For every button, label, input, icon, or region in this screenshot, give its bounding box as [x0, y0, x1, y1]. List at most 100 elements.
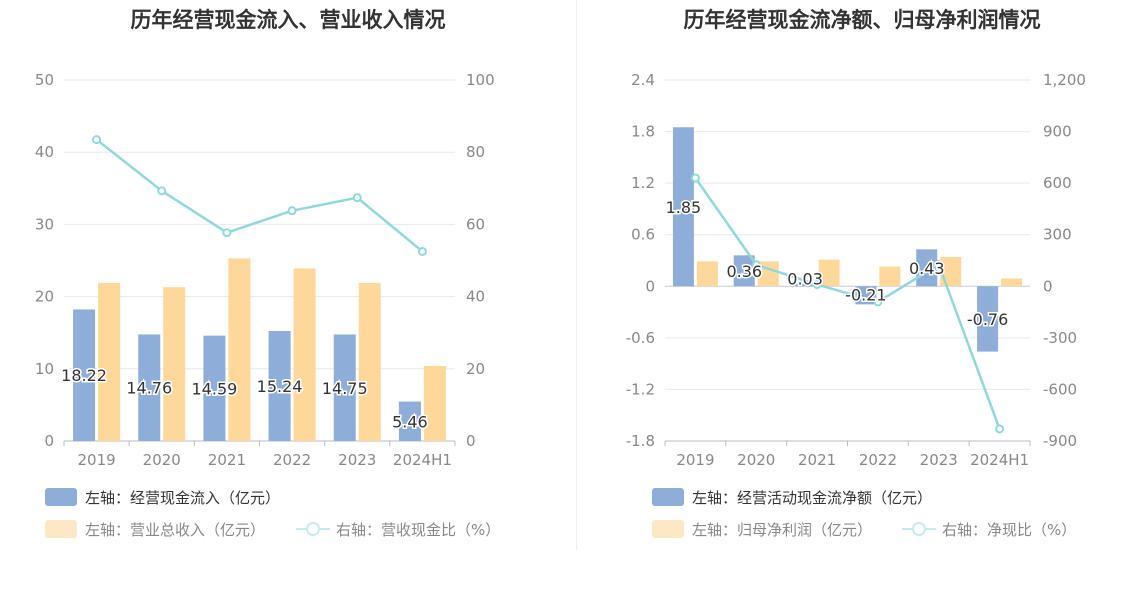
left-bar-series2 [423, 365, 446, 441]
right-legend-bar2-label: 左轴：归母净利润（亿元） [692, 520, 873, 539]
right-line-point [690, 173, 700, 183]
right-right-tick-label: 1,200 [1043, 71, 1086, 89]
right-bar-series2 [879, 266, 901, 287]
right-right-tick-label: -600 [1043, 380, 1077, 398]
right-legend-line-label: 右轴：净现比（%） [942, 520, 1077, 539]
left-category-label: 2020 [143, 451, 181, 469]
left-right-tick-label: 40 [466, 288, 485, 306]
left-left-tick-label: 40 [35, 143, 54, 161]
right-right-tick-label: 300 [1043, 226, 1072, 244]
right-category-label: 2022 [859, 451, 897, 469]
left-left-tick-label: 0 [44, 432, 54, 450]
right-right-tick-label: 600 [1043, 174, 1072, 192]
right-legend-line-marker [902, 520, 936, 538]
left-right-tick-label: 100 [466, 71, 495, 89]
left-bar-data-label: 14.59 [192, 379, 238, 398]
left-bar-series2 [293, 268, 316, 441]
left-bar-series1 [333, 334, 356, 441]
left-legend-bar1-label: 左轴：经营现金流入（亿元） [85, 488, 281, 507]
left-category-label: 2024H1 [393, 451, 452, 469]
right-line-point [995, 424, 1005, 434]
right-chart-title: 历年经营现金流净额、归母净利润情况 [683, 8, 1041, 32]
right-category-label: 2024H1 [970, 451, 1029, 469]
right-category-label: 2023 [920, 451, 958, 469]
left-legend-line-marker [296, 520, 330, 538]
left-bar-series2 [358, 282, 381, 441]
right-bar-series1 [916, 249, 938, 287]
left-bar-series1 [73, 309, 96, 441]
left-legend-bar1[interactable]: 左轴：经营现金流入（亿元） [45, 486, 280, 508]
right-bar-series2 [940, 257, 962, 287]
right-left-tick-label: 1.8 [631, 123, 655, 141]
left-category-label: 2022 [273, 451, 311, 469]
right-legend-bar1[interactable]: 左轴：经营活动现金流净额（亿元） [652, 486, 932, 508]
right-category-label: 2020 [737, 451, 775, 469]
left-left-tick-label: 30 [35, 215, 54, 233]
left-chart-panel: 0 0 10 20 20 40 30 60 40 80 50 100 2019 2020 2021 2022 2… [35, 8, 500, 540]
left-bar-data-label: 5.46 [392, 412, 428, 431]
left-bar-data-label: 14.76 [126, 379, 172, 398]
left-legend-line-label: 右轴：营收现金比（%） [336, 520, 501, 539]
right-bar-series2 [696, 261, 718, 287]
left-bar-data-label: 18.22 [61, 366, 107, 385]
left-left-tick-label: 10 [35, 360, 54, 378]
right-bar-data-label: -0.21 [845, 285, 886, 304]
left-bar-series1 [203, 335, 226, 441]
right-legend-line[interactable]: 右轴：净现比（%） [902, 518, 1076, 540]
left-bar-data-label: 14.75 [322, 379, 368, 398]
left-bar-series1 [138, 334, 161, 441]
right-right-tick-label: 0 [1043, 277, 1053, 295]
right-category-label: 2019 [676, 451, 714, 469]
left-line-point [287, 206, 297, 216]
right-line-point [873, 297, 883, 307]
left-bar-series1 [268, 330, 291, 441]
left-category-label: 2019 [77, 451, 115, 469]
left-legend-bar2-swatch [45, 520, 77, 538]
left-chart-title: 历年经营现金流入、营业收入情况 [130, 8, 446, 32]
left-legend-line[interactable]: 右轴：营收现金比（%） [296, 518, 500, 540]
right-left-tick-label: 0 [645, 277, 655, 295]
left-line-point [222, 228, 232, 238]
right-bar-series1 [672, 127, 694, 287]
right-legend-bar2[interactable]: 左轴：归母净利润（亿元） [652, 518, 872, 540]
left-right-tick-label: 80 [466, 143, 485, 161]
right-legend-bar1-swatch [652, 488, 684, 506]
right-right-tick-label: 900 [1043, 123, 1072, 141]
left-legend-bar1-swatch [45, 488, 77, 506]
right-bar-series1 [733, 255, 755, 287]
right-right-tick-label: -300 [1043, 329, 1077, 347]
left-left-tick-label: 20 [35, 288, 54, 306]
left-category-label: 2023 [338, 451, 376, 469]
right-left-tick-label: -1.8 [626, 432, 655, 450]
right-category-label: 2021 [798, 451, 836, 469]
right-line-point [751, 260, 761, 270]
left-bar-data-label: 15.24 [257, 377, 303, 396]
left-line-point [92, 135, 102, 145]
right-line-point [812, 280, 822, 290]
left-right-tick-label: 20 [466, 360, 485, 378]
left-line-point [417, 246, 427, 256]
right-bar-series1 [977, 286, 999, 352]
right-bar-data-label: 0.03 [787, 269, 823, 288]
right-left-tick-label: -0.6 [626, 329, 655, 347]
right-left-tick-label: -1.2 [626, 380, 655, 398]
right-chart-panel: -1.8 -900 -1.2 -600 -0.6 -300 0 0 0.6 300 1.2 600 1.… [577, 0, 1147, 589]
right-bar-data-label: 0.43 [909, 259, 945, 278]
left-bar-series2 [98, 282, 121, 441]
right-line-point [934, 260, 944, 270]
left-legend-bar2[interactable]: 左轴：营业总收入（亿元） [45, 518, 265, 540]
left-bar-series2 [228, 258, 251, 441]
right-legend-bar2-swatch [652, 520, 684, 538]
left-left-tick-label: 50 [35, 71, 54, 89]
right-line-series [694, 177, 1001, 430]
right-left-tick-label: 1.2 [631, 174, 655, 192]
right-bar-series2 [818, 259, 840, 287]
right-bar-series1 [794, 283, 816, 287]
right-bar-data-label: 0.36 [726, 262, 762, 281]
right-bar-data-label: 1.85 [666, 198, 702, 217]
left-category-label: 2021 [208, 451, 246, 469]
left-legend-bar2-label: 左轴：营业总收入（亿元） [85, 520, 266, 539]
left-line-point [352, 193, 362, 203]
left-line-point [157, 186, 167, 196]
